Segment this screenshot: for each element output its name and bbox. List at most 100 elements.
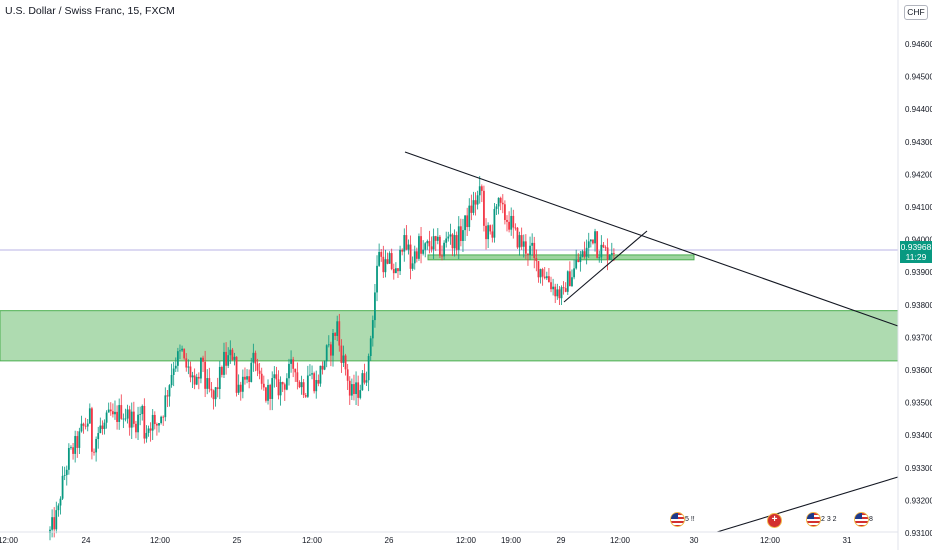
candle-body	[99, 425, 102, 434]
candle-body	[428, 241, 431, 247]
candle-body	[306, 375, 309, 397]
candle-body	[204, 361, 207, 389]
candle-body	[170, 374, 173, 386]
candle-body	[367, 356, 370, 381]
candle-body	[510, 215, 513, 230]
candle-body	[550, 282, 552, 290]
candle-body	[598, 257, 601, 259]
candle-body	[254, 352, 257, 364]
us-flag-icon	[670, 512, 685, 527]
price-tick-label: 0.94400	[905, 105, 932, 114]
candle-body	[483, 190, 485, 226]
candle-body	[252, 352, 255, 363]
candle-body	[277, 379, 280, 396]
candle-body	[290, 359, 292, 364]
candle-body	[319, 365, 322, 384]
candle-body	[111, 411, 114, 415]
candle-body	[88, 408, 91, 424]
candle-body	[382, 256, 385, 273]
trendlines-layer	[404, 151, 899, 533]
candle-body	[541, 269, 544, 277]
candle-body	[156, 424, 158, 426]
candle-body	[529, 245, 531, 255]
candle-body	[95, 438, 98, 453]
price-tick-label: 0.93200	[905, 496, 932, 505]
candle-body	[449, 234, 452, 237]
candle-body	[84, 425, 87, 427]
event-marker-3[interactable]: 2 3 2	[806, 512, 837, 527]
candle-body	[302, 382, 305, 396]
descending-trendline	[404, 151, 899, 327]
candle-body	[145, 432, 148, 439]
currency-badge[interactable]: CHF	[904, 5, 928, 20]
candle-body	[409, 244, 412, 269]
time-tick-label: 29	[557, 536, 566, 545]
candle-body	[401, 249, 404, 252]
time-tick-label: 25	[233, 536, 242, 545]
candle-body	[57, 505, 60, 511]
candle-body	[346, 369, 349, 381]
candle-body	[183, 348, 186, 359]
candle-body	[70, 447, 72, 449]
candle-body	[604, 247, 607, 249]
candle-body	[397, 268, 399, 272]
candle-body	[443, 242, 446, 257]
candle-body	[231, 349, 234, 360]
price-tick-label: 0.93400	[905, 431, 932, 440]
candle-body	[359, 390, 362, 398]
candle-body	[558, 289, 561, 299]
candle-body	[239, 384, 242, 392]
candle-body	[600, 244, 603, 258]
candle-body	[606, 247, 609, 260]
candle-body	[466, 215, 469, 228]
candle-body	[407, 244, 410, 250]
candle-body	[468, 205, 471, 228]
candle-body	[130, 411, 133, 428]
candle-body	[441, 255, 443, 257]
candle-body	[168, 385, 171, 397]
candle-body	[608, 254, 611, 260]
swiss-flag-icon: +	[767, 513, 782, 528]
event-marker-2[interactable]: +	[767, 513, 782, 528]
event-marker-1[interactable]: 5 !!	[670, 512, 695, 527]
candle-body	[187, 366, 190, 368]
candle-body	[403, 235, 406, 252]
time-tick-label: 12:00	[150, 536, 171, 545]
candle-body	[151, 414, 154, 431]
candle-body	[493, 208, 496, 238]
candle-body	[480, 186, 483, 191]
candle-body	[430, 246, 433, 250]
candle-body	[457, 226, 460, 250]
price-tick-label: 0.93800	[905, 301, 932, 310]
candle-body	[350, 384, 353, 396]
candle-body	[116, 411, 118, 422]
candles-layer	[49, 176, 615, 541]
candle-body	[390, 253, 393, 270]
candle-body	[577, 259, 580, 263]
candle-body	[174, 365, 177, 369]
candle-body	[120, 405, 123, 419]
candle-body	[197, 376, 200, 379]
candle-body	[135, 423, 137, 433]
candle-body	[244, 376, 246, 380]
candle-body	[300, 382, 303, 388]
candle-body	[225, 351, 227, 366]
candle-body	[256, 363, 259, 371]
candle-body	[527, 253, 529, 255]
candle-body	[470, 205, 473, 213]
price-tick-label: 0.94200	[905, 170, 932, 179]
candle-body	[212, 390, 215, 400]
candle-body	[229, 349, 232, 356]
time-tick-label: 24	[82, 536, 91, 545]
candle-body	[267, 384, 269, 401]
ascending-trendline	[563, 230, 648, 303]
candle-body	[562, 287, 565, 289]
candle-body	[216, 387, 219, 389]
candle-body	[237, 384, 240, 393]
minor-support-zone	[427, 254, 695, 261]
candle-body	[459, 226, 462, 241]
event-marker-4[interactable]: 8	[854, 512, 873, 527]
